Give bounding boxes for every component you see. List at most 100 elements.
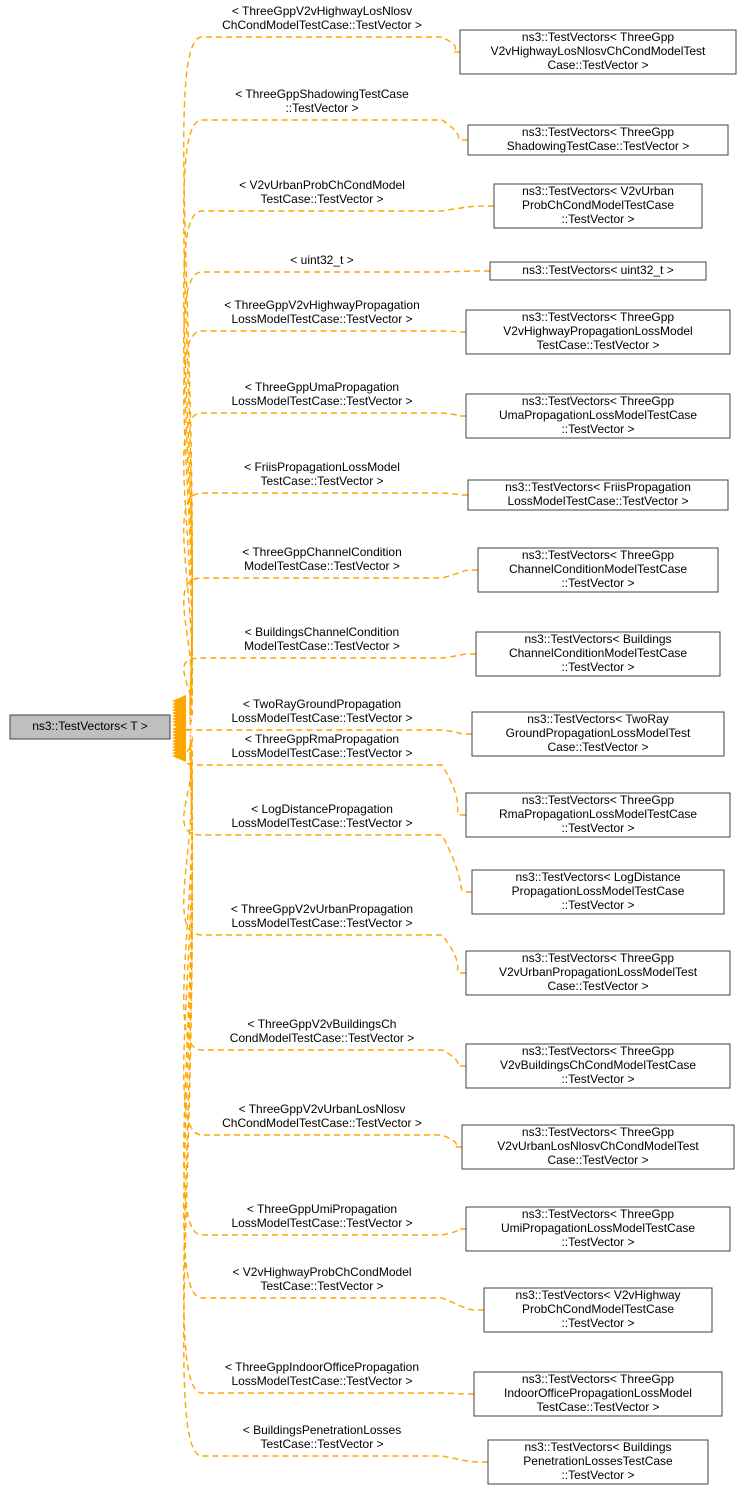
- edge-label-l15: < ThreeGppV2vUrbanLosNlosvChCondModelTes…: [222, 1102, 422, 1130]
- leaf-node-l9-line: ::TestVector >: [561, 660, 634, 674]
- leaf-node-l6[interactable]: ns3::TestVectors< ThreeGppUmaPropagation…: [466, 394, 730, 438]
- leaf-node-l19-line: PenetrationLossesTestCase: [523, 1454, 673, 1468]
- edge-label-line: < V2vHighwayProbChCondModel: [232, 1265, 411, 1279]
- leaf-node-l6-line: UmaPropagationLossModelTestCase: [499, 408, 697, 422]
- edge-labels-layer: < ThreeGppV2vHighwayLosNlosvChCondModelT…: [222, 4, 422, 1451]
- leaf-node-l9[interactable]: ns3::TestVectors< BuildingsChannelCondit…: [476, 632, 720, 676]
- root-node-line: ns3::TestVectors< T >: [32, 719, 148, 733]
- leaf-node-l19-line: ns3::TestVectors< Buildings: [524, 1440, 671, 1454]
- leaf-node-l16-line: ns3::TestVectors< ThreeGpp: [522, 1207, 675, 1221]
- leaf-node-l12-line: ::TestVector >: [561, 898, 634, 912]
- edge-label-line: LossModelTestCase::TestVector >: [231, 746, 412, 760]
- leaf-node-l18-line: ns3::TestVectors< ThreeGpp: [522, 1372, 675, 1386]
- edge-label-l10: < TwoRayGroundPropagationLossModelTestCa…: [231, 697, 412, 725]
- leaf-node-l18-line: TestCase::TestVector >: [536, 1400, 659, 1414]
- leaf-node-l1[interactable]: ns3::TestVectors< ThreeGppV2vHighwayLosN…: [460, 30, 736, 74]
- leaf-node-l13[interactable]: ns3::TestVectors< ThreeGppV2vUrbanPropag…: [466, 951, 730, 995]
- leaf-node-l10-line: Case::TestVector >: [547, 740, 648, 754]
- leaf-node-l2[interactable]: ns3::TestVectors< ThreeGppShadowingTestC…: [468, 125, 728, 155]
- edge-label-line: < FriisPropagationLossModel: [244, 460, 400, 474]
- edge-label-line: LossModelTestCase::TestVector >: [231, 711, 412, 725]
- edge-label-line: LossModelTestCase::TestVector >: [231, 1374, 412, 1388]
- leaf-node-l15-line: V2vUrbanLosNlosvChCondModelTest: [497, 1139, 699, 1153]
- leaf-node-l16[interactable]: ns3::TestVectors< ThreeGppUmiPropagation…: [466, 1207, 730, 1251]
- leaf-node-l13-line: ns3::TestVectors< ThreeGpp: [522, 951, 675, 965]
- leaf-node-l11-line: ::TestVector >: [561, 821, 634, 835]
- edge-label-line: < ThreeGppV2vBuildingsCh: [248, 1017, 397, 1031]
- leaf-node-l17-line: ProbChCondModelTestCase: [522, 1302, 674, 1316]
- edge-label-l1: < ThreeGppV2vHighwayLosNlosvChCondModelT…: [222, 4, 422, 32]
- leaf-node-l8-line: ::TestVector >: [561, 576, 634, 590]
- leaf-node-l9-line: ns3::TestVectors< Buildings: [524, 632, 671, 646]
- edge-label-line: ChCondModelTestCase::TestVector >: [222, 1116, 422, 1130]
- leaf-node-l15-line: Case::TestVector >: [547, 1153, 648, 1167]
- leaf-node-l3-line: ns3::TestVectors< V2vUrban: [522, 184, 674, 198]
- leaf-node-l11-line: ns3::TestVectors< ThreeGpp: [522, 793, 675, 807]
- leaf-node-l2-line: ShadowingTestCase::TestVector >: [507, 139, 689, 153]
- edge-label-line: < uint32_t >: [290, 253, 353, 267]
- leaf-node-l8[interactable]: ns3::TestVectors< ThreeGppChannelConditi…: [478, 548, 718, 592]
- edge-label-l3: < V2vUrbanProbChCondModelTestCase::TestV…: [239, 178, 405, 206]
- leaf-node-l10-line: ns3::TestVectors< TwoRay: [527, 712, 669, 726]
- edge-l1: [184, 37, 460, 701]
- leaf-node-l1-line: Case::TestVector >: [547, 58, 648, 72]
- edge-label-line: < LogDistancePropagation: [251, 802, 393, 816]
- edge-label-line: CondModelTestCase::TestVector >: [230, 1031, 414, 1045]
- edge-l13: [184, 738, 466, 973]
- edge-label-l5: < ThreeGppV2vHighwayPropagationLossModel…: [224, 298, 420, 326]
- leaf-node-l18-line: IndoorOfficePropagationLossModel: [504, 1386, 692, 1400]
- edge-label-line: < ThreeGppIndoorOfficePropagation: [225, 1360, 419, 1374]
- leaf-node-l14-line: ns3::TestVectors< ThreeGpp: [522, 1044, 675, 1058]
- edge-label-line: LossModelTestCase::TestVector >: [231, 394, 412, 408]
- edge-l2: [184, 120, 468, 704]
- leaf-node-l9-line: ChannelConditionModelTestCase: [509, 646, 687, 660]
- edge-label-line: < V2vUrbanProbChCondModel: [239, 178, 405, 192]
- leaf-node-l1-line: V2vHighwayLosNlosvChCondModelTest: [491, 44, 706, 58]
- leaf-node-l1-line: ns3::TestVectors< ThreeGpp: [522, 30, 675, 44]
- edge-label-line: < ThreeGppChannelCondition: [242, 545, 402, 559]
- edge-label-line: ModelTestCase::TestVector >: [244, 559, 400, 573]
- root-node[interactable]: ns3::TestVectors< T >: [10, 715, 170, 739]
- leaf-node-l12[interactable]: ns3::TestVectors< LogDistancePropagation…: [472, 870, 724, 914]
- leaf-node-l17-line: ns3::TestVectors< V2vHighway: [515, 1288, 680, 1302]
- leaf-node-l3-line: ProbChCondModelTestCase: [522, 198, 674, 212]
- edge-label-l8: < ThreeGppChannelConditionModelTestCase:…: [242, 545, 402, 573]
- edge-label-line: < BuildingsPenetrationLosses: [243, 1423, 401, 1437]
- edge-label-line: ::TestVector >: [285, 101, 358, 115]
- edge-label-l7: < FriisPropagationLossModelTestCase::Tes…: [244, 460, 400, 488]
- leaf-node-l5[interactable]: ns3::TestVectors< ThreeGppV2vHighwayProp…: [466, 310, 730, 354]
- leaf-node-l19-line: ::TestVector >: [561, 1468, 634, 1482]
- edge-label-line: < TwoRayGroundPropagation: [243, 697, 401, 711]
- leaf-node-l15[interactable]: ns3::TestVectors< ThreeGppV2vUrbanLosNlo…: [462, 1125, 734, 1169]
- leaf-node-l4[interactable]: ns3::TestVectors< uint32_t >: [490, 262, 706, 280]
- leaf-node-l11[interactable]: ns3::TestVectors< ThreeGppRmaPropagation…: [466, 793, 730, 837]
- edge-label-line: < ThreeGppUmiPropagation: [247, 1202, 397, 1216]
- leaf-node-l10[interactable]: ns3::TestVectors< TwoRayGroundPropagatio…: [472, 712, 724, 756]
- leaf-node-l18[interactable]: ns3::TestVectors< ThreeGppIndoorOfficePr…: [474, 1372, 722, 1416]
- edge-label-l11: < ThreeGppRmaPropagationLossModelTestCas…: [231, 732, 412, 760]
- edge-label-l13: < ThreeGppV2vUrbanPropagationLossModelTe…: [231, 902, 413, 930]
- edge-label-line: ModelTestCase::TestVector >: [244, 639, 400, 653]
- leaf-node-l14-line: ::TestVector >: [561, 1072, 634, 1086]
- edge-label-l9: < BuildingsChannelConditionModelTestCase…: [244, 625, 400, 653]
- leaf-node-l2-line: ns3::TestVectors< ThreeGpp: [522, 125, 675, 139]
- edge-label-l12: < LogDistancePropagationLossModelTestCas…: [231, 802, 412, 830]
- leaf-node-l14[interactable]: ns3::TestVectors< ThreeGppV2vBuildingsCh…: [466, 1044, 730, 1088]
- leaf-node-l7[interactable]: ns3::TestVectors< FriisPropagationLossMo…: [468, 480, 728, 510]
- leaf-node-l10-line: GroundPropagationLossModelTest: [506, 726, 691, 740]
- leaf-node-l14-line: V2vBuildingsChCondModelTestCase: [500, 1058, 696, 1072]
- edge-label-l19: < BuildingsPenetrationLossesTestCase::Te…: [243, 1423, 401, 1451]
- edge-label-line: LossModelTestCase::TestVector >: [231, 312, 412, 326]
- edge-label-l18: < ThreeGppIndoorOfficePropagationLossMod…: [225, 1360, 419, 1388]
- leaf-node-l5-line: V2vHighwayPropagationLossModel: [503, 324, 692, 338]
- leaf-node-l17[interactable]: ns3::TestVectors< V2vHighwayProbChCondMo…: [484, 1288, 712, 1332]
- leaf-node-l19[interactable]: ns3::TestVectors< BuildingsPenetrationLo…: [488, 1440, 708, 1484]
- inheritance-diagram: < ThreeGppV2vHighwayLosNlosvChCondModelT…: [0, 0, 745, 1490]
- leaf-node-l4-line: ns3::TestVectors< uint32_t >: [522, 263, 673, 277]
- edge-label-line: < ThreeGppUmaPropagation: [245, 380, 399, 394]
- leaf-node-l3[interactable]: ns3::TestVectors< V2vUrbanProbChCondMode…: [494, 184, 702, 228]
- edge-label-line: ChCondModelTestCase::TestVector >: [222, 18, 422, 32]
- edge-label-line: TestCase::TestVector >: [260, 474, 383, 488]
- leaf-node-l8-line: ChannelConditionModelTestCase: [509, 562, 687, 576]
- edge-label-line: < ThreeGppV2vUrbanLosNlosv: [239, 1102, 406, 1116]
